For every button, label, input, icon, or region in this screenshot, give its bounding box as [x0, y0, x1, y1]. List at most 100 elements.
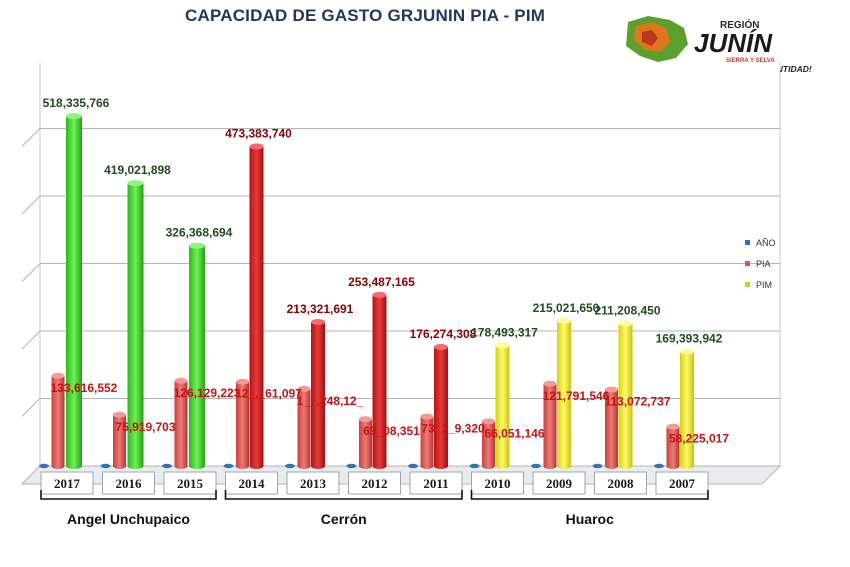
tick-label-2008: 2008 [608, 476, 635, 491]
tick-label-2014: 2014 [239, 476, 266, 491]
bar-pia-2008 [605, 389, 618, 466]
bar-ano-2011 [408, 463, 418, 469]
bars [39, 113, 694, 469]
logo-main-text: JUNÍN [694, 28, 773, 58]
bar-pia-2012-top [359, 416, 372, 423]
gridline-side [21, 195, 41, 215]
bar-pia-2010 [482, 421, 495, 466]
bar-pia-2010-base [482, 463, 495, 469]
bar-pim-2017-top [66, 113, 82, 120]
year-box-2009 [532, 471, 586, 495]
tick-label-2010: 2010 [485, 476, 511, 491]
bar-pia-2013 [297, 388, 311, 466]
bar-pia-2009-top [543, 380, 557, 387]
bar-ano-2008 [592, 463, 603, 469]
gridlines [20, 62, 782, 485]
bar-pia-2015-top [174, 377, 188, 384]
year-box-2017 [40, 471, 94, 495]
bar-pia-2016-base [113, 463, 126, 469]
bar-pim-2007-top [680, 348, 694, 355]
legend-swatch-2 [745, 282, 750, 287]
bar-ano-2017 [39, 463, 49, 469]
bar-ano-2014 [223, 463, 234, 469]
bar-pia-2014-base [236, 463, 249, 469]
legend-item-0: AÑO [756, 238, 776, 248]
label-pia-2009: 121,791,546 [543, 389, 610, 403]
bar-pim-2012-top [372, 291, 387, 298]
bar-pia-2009 [543, 383, 557, 466]
bar-pia-2017-top [51, 372, 65, 379]
year-box-2012 [348, 471, 401, 495]
logo-region-text: REGIÓN [720, 18, 759, 31]
bar-pia-2012 [359, 419, 372, 466]
bar-pim-2009 [557, 320, 571, 466]
bar-pim-2010-base [495, 463, 510, 469]
group-bracket-0 [40, 490, 217, 500]
bar-pia-2008-top [605, 386, 618, 393]
label-pia-2015: 126,129,223 [174, 386, 241, 400]
year-box-2010 [471, 471, 524, 495]
bar-pia-2014 [236, 381, 249, 466]
bar-ano-2015 [162, 463, 172, 469]
bar-pia-2011 [420, 416, 434, 466]
gridline-side [21, 398, 41, 417]
label-pim-2009: 215,021,650 [533, 301, 600, 315]
bar-pim-2015-base [189, 463, 205, 469]
label-pia-2010: 66,051,146 [484, 426, 544, 440]
year-box-2014 [225, 471, 278, 495]
bar-pim-2016 [127, 183, 144, 466]
bar-ano-2007 [654, 463, 664, 469]
bar-pia-2016-top [113, 411, 126, 418]
bar-pim-2013-base [311, 463, 325, 469]
logo-sub-text: SIERRA Y SELVA [726, 58, 775, 64]
gridline-side [21, 263, 41, 282]
group-bracket-1 [224, 490, 463, 500]
label-pim-2014: 473,383,740 [225, 126, 292, 140]
year-box-2013 [286, 471, 340, 495]
bar-pia-2013-top [297, 385, 311, 392]
label-pia-2014: 12_,_61,097 [235, 387, 302, 401]
legend-item-1: PIA [756, 259, 771, 269]
bar-pim-2008-base [618, 463, 633, 469]
label-pim-2011: 176,274,308 [410, 327, 477, 341]
bar-pia-2017-base [51, 463, 65, 469]
group-label-0: Angel Unchupaico [67, 511, 190, 527]
bar-pia-2015 [174, 380, 188, 466]
bar-pim-2007-base [680, 463, 694, 469]
bar-pim-2017-base [66, 463, 82, 469]
x-axis: 2017 2016 2015 2014 2013 2012 2011 2010 2009 2008… [40, 471, 709, 527]
bar-pia-2016 [113, 414, 126, 466]
bar-pim-2014-base [249, 463, 264, 469]
label-pim-2015: 326,368,694 [166, 226, 233, 240]
label-pia-2007: 58,225,017 [669, 432, 729, 446]
bar-pim-2013 [311, 322, 325, 466]
bar-pia-2013-base [297, 463, 311, 469]
bar-pim-2011-top [434, 344, 448, 351]
label-pim-2017: 518,335,766 [43, 96, 110, 110]
bar-pim-2007 [680, 351, 694, 466]
bar-pim-2014 [249, 146, 264, 466]
bar-pim-2014-top [249, 143, 264, 150]
bar-pim-2017 [66, 116, 82, 467]
bar-pia-2009-base [543, 463, 557, 469]
bar-pia-2014-top [236, 378, 249, 385]
bar-ano-2013 [285, 463, 295, 469]
gridline-side [21, 128, 41, 147]
year-box-2011 [409, 471, 463, 495]
bar-ano-2016 [100, 463, 111, 469]
bar-pim-2016-top [127, 180, 144, 187]
data-labels: 518,335,766 133,616,552 419,021,898 75,919,… [43, 96, 730, 446]
legend-swatch-0 [745, 240, 750, 245]
tick-label-2007: 2007 [669, 476, 696, 491]
bar-pim-2012-base [372, 463, 387, 469]
legend-swatch-1 [745, 261, 750, 266]
bar-pim-2015-top [189, 242, 205, 249]
bar-pia-2011-top [420, 413, 434, 420]
bar-pia-2010-top [482, 418, 495, 425]
year-box-2008 [594, 471, 647, 495]
bar-pim-2015 [189, 245, 205, 466]
label-pia-2011: 73_1_9,320 [421, 422, 485, 436]
bar-pim-2010 [495, 345, 510, 466]
group-label-1: Cerrón [321, 511, 367, 527]
